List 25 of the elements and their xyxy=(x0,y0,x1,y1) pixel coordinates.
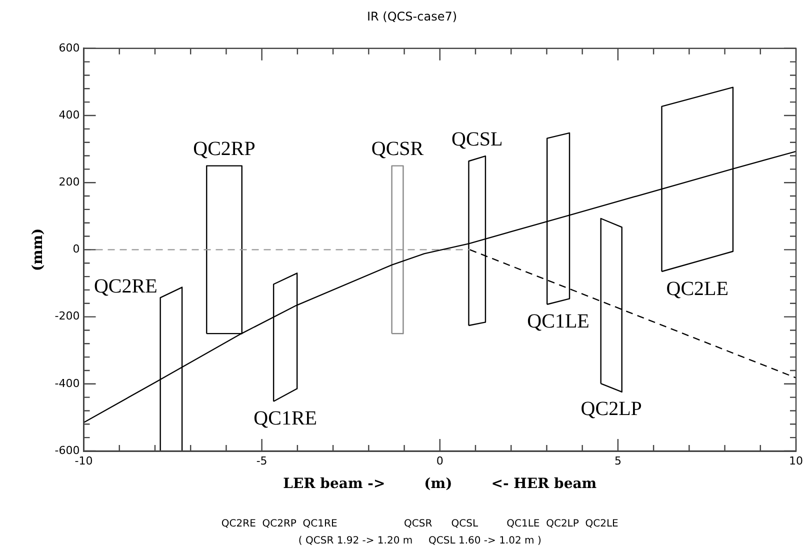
x-tick-label: -10 xyxy=(74,454,93,468)
y-tick-label: 0 xyxy=(72,242,80,256)
y-tick-label: 400 xyxy=(58,108,80,122)
series-label: QC1LE xyxy=(527,310,590,333)
x-tick-label: 5 xyxy=(614,454,622,468)
y-tick-label: -400 xyxy=(54,376,80,390)
y-tick-label: 600 xyxy=(58,41,80,54)
y-tick-label: 200 xyxy=(58,175,80,188)
text: QC2RE QC2RP QC1RE QCSR QCSL QC1LE QC2LP QC2LE xyxy=(221,518,618,530)
series-label: QC2RE xyxy=(94,276,158,298)
x-axis-title: LER beam -> (m) <- HER beam xyxy=(283,476,597,492)
chart-title: IR (QCS-case7) xyxy=(366,9,458,24)
series-label: QC1RE xyxy=(254,408,317,430)
series-label: QC2LE xyxy=(666,278,728,300)
series-label: QCSL xyxy=(452,128,503,150)
series-label: QCSR xyxy=(371,138,424,160)
y-axis-title: (mm) xyxy=(30,228,46,272)
x-tick-label: 10 xyxy=(789,454,803,468)
y-tick-label: -600 xyxy=(54,444,80,457)
y-tick-label: -200 xyxy=(54,310,80,323)
series-label: QC2LP xyxy=(580,398,642,420)
x-tick-label: 0 xyxy=(436,454,444,468)
x-tick-label: -5 xyxy=(256,454,268,468)
text: ( QCSR 1.92 -> 1.20 m QCSL 1.60 -> 1.02 m ) xyxy=(298,536,542,547)
series-label: QC2RP xyxy=(193,138,256,160)
